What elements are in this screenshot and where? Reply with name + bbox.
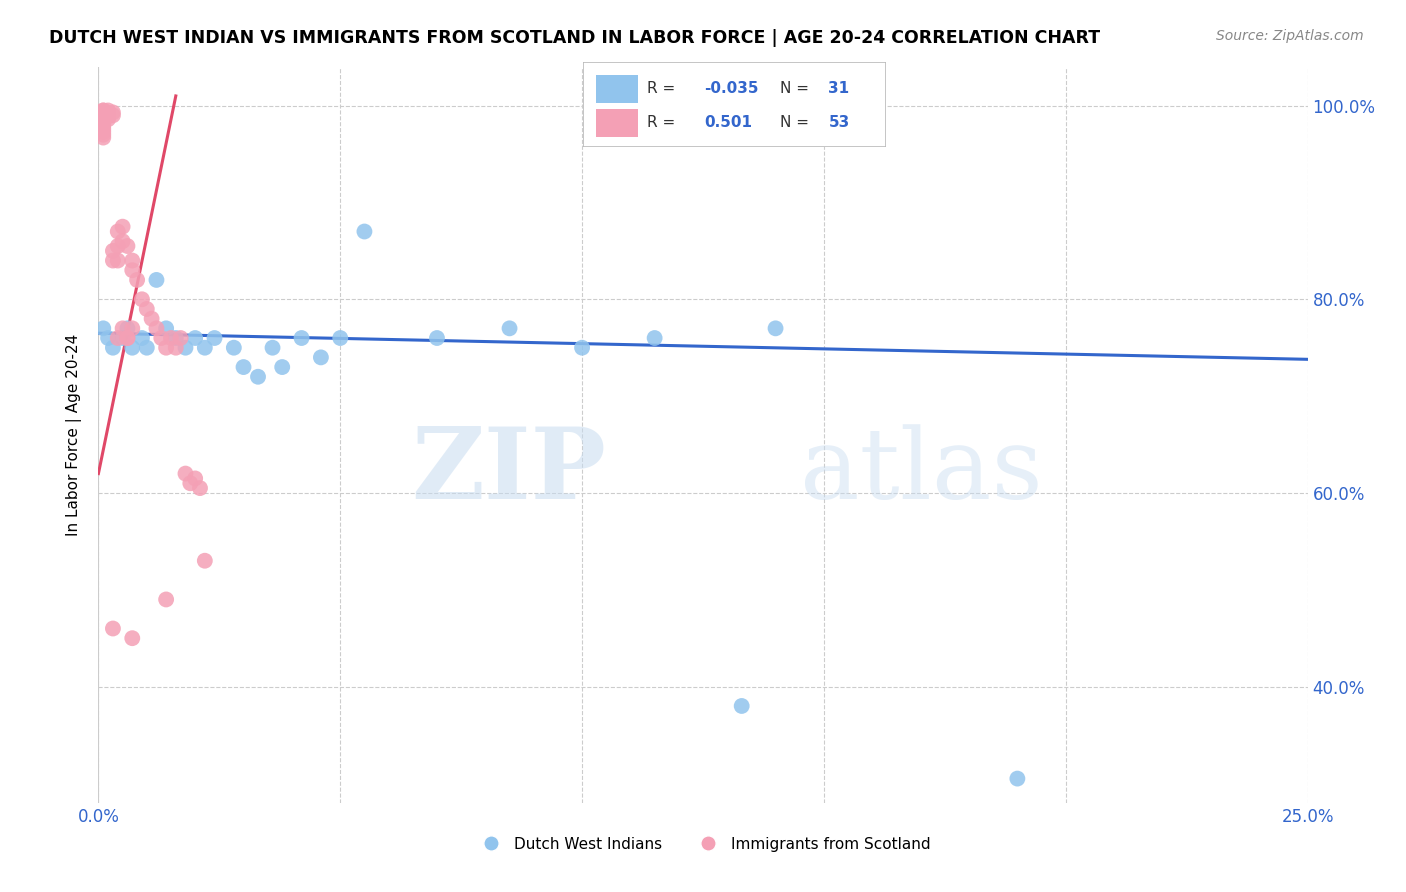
Point — [131, 293, 153, 307]
Text: DUTCH WEST INDIAN VS IMMIGRANTS FROM SCOTLAND IN LABOR FORCE | AGE 20-24 CORRELA: DUTCH WEST INDIAN VS IMMIGRANTS FROM SCO… — [49, 29, 1101, 46]
Point — [97, 106, 120, 120]
Point — [107, 331, 129, 345]
Point — [121, 263, 143, 277]
Point — [107, 239, 129, 253]
FancyBboxPatch shape — [583, 62, 886, 147]
Point — [107, 253, 129, 268]
Point — [135, 301, 157, 316]
Point — [731, 698, 754, 713]
Point — [1007, 772, 1029, 786]
Point — [194, 341, 217, 355]
Point — [165, 331, 187, 345]
Point — [141, 311, 163, 326]
Point — [127, 273, 149, 287]
Point — [91, 125, 114, 139]
Point — [169, 331, 191, 345]
Point — [91, 116, 114, 130]
Point — [145, 321, 167, 335]
Point — [353, 225, 375, 239]
Point — [155, 321, 177, 335]
Point — [145, 273, 167, 287]
Point — [111, 219, 134, 234]
Point — [111, 321, 134, 335]
Point — [121, 253, 143, 268]
Point — [117, 321, 139, 335]
Point — [188, 481, 211, 495]
Text: Source: ZipAtlas.com: Source: ZipAtlas.com — [1216, 29, 1364, 43]
Point — [91, 103, 114, 118]
Point — [91, 103, 114, 118]
Text: R =: R = — [647, 115, 675, 130]
Point — [155, 592, 177, 607]
Text: 0.501: 0.501 — [704, 115, 752, 130]
Point — [91, 121, 114, 136]
Point — [97, 331, 120, 345]
Point — [121, 321, 143, 335]
Point — [150, 331, 173, 345]
Point — [117, 331, 139, 345]
Point — [91, 130, 114, 145]
Legend: Dutch West Indians, Immigrants from Scotland: Dutch West Indians, Immigrants from Scot… — [470, 830, 936, 858]
Point — [135, 341, 157, 355]
Point — [184, 471, 207, 485]
Text: N =: N = — [780, 115, 808, 130]
Point — [222, 341, 245, 355]
Point — [91, 113, 114, 128]
Point — [111, 234, 134, 248]
Point — [426, 331, 449, 345]
Point — [91, 321, 114, 335]
Point — [160, 331, 183, 345]
Text: 53: 53 — [828, 115, 849, 130]
Point — [131, 331, 153, 345]
Point — [91, 110, 114, 124]
Point — [101, 341, 124, 355]
Point — [101, 244, 124, 258]
Text: N =: N = — [780, 81, 808, 96]
Point — [101, 105, 124, 120]
Point — [155, 341, 177, 355]
Point — [290, 331, 312, 345]
Point — [97, 103, 120, 118]
Point — [117, 331, 139, 345]
Point — [329, 331, 352, 345]
Point — [271, 360, 294, 375]
Point — [91, 128, 114, 142]
Point — [101, 108, 124, 122]
Point — [101, 253, 124, 268]
Text: atlas: atlas — [800, 424, 1042, 519]
Point — [204, 331, 226, 345]
Point — [232, 360, 254, 375]
FancyBboxPatch shape — [596, 75, 638, 103]
Point — [765, 321, 787, 335]
Text: R =: R = — [647, 81, 675, 96]
Point — [262, 341, 284, 355]
Point — [111, 331, 134, 345]
Point — [247, 369, 270, 384]
Point — [184, 331, 207, 345]
FancyBboxPatch shape — [596, 109, 638, 136]
Point — [91, 105, 114, 120]
Point — [121, 341, 143, 355]
Point — [101, 622, 124, 636]
Point — [498, 321, 520, 335]
Point — [309, 351, 332, 365]
Point — [174, 467, 197, 481]
Point — [644, 331, 666, 345]
Point — [174, 341, 197, 355]
Point — [117, 239, 139, 253]
Point — [91, 119, 114, 133]
Y-axis label: In Labor Force | Age 20-24: In Labor Force | Age 20-24 — [66, 334, 83, 536]
Point — [571, 341, 593, 355]
Text: -0.035: -0.035 — [704, 81, 759, 96]
Point — [97, 109, 120, 123]
Point — [97, 112, 120, 127]
Text: 31: 31 — [828, 81, 849, 96]
Point — [194, 554, 217, 568]
Point — [91, 108, 114, 122]
Text: ZIP: ZIP — [412, 423, 606, 520]
Point — [179, 476, 201, 491]
Point — [165, 341, 187, 355]
Point — [107, 225, 129, 239]
Point — [121, 631, 143, 645]
